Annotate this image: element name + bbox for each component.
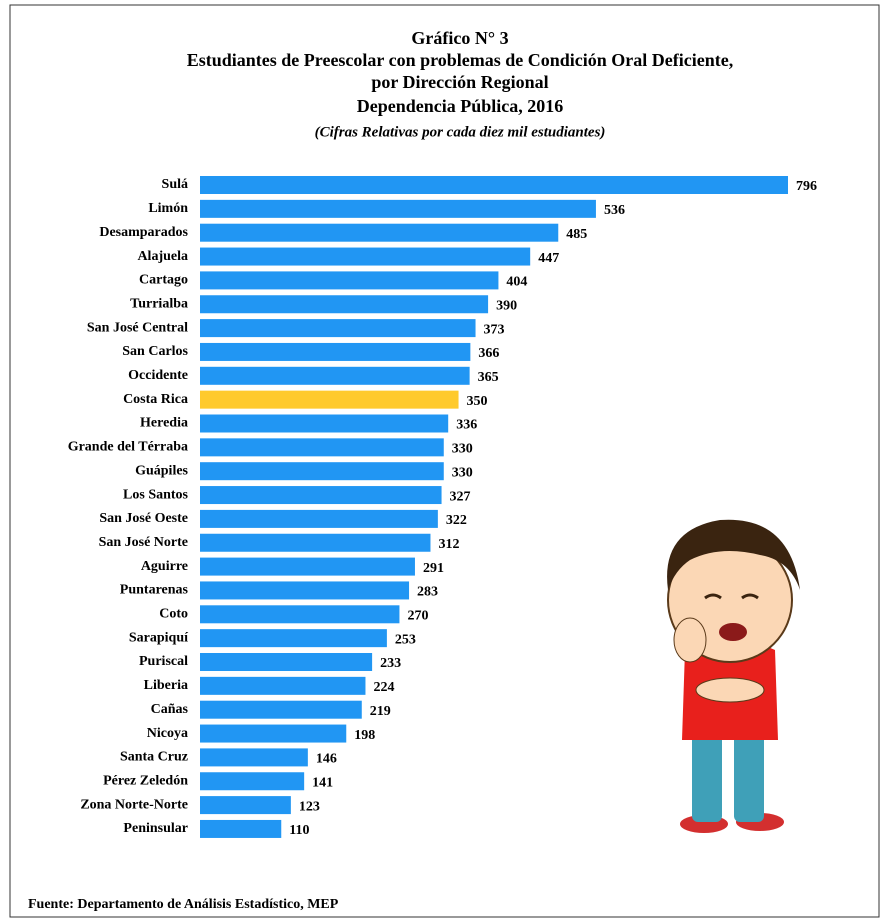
category-label: Guápiles bbox=[135, 463, 188, 478]
value-label: 253 bbox=[395, 632, 416, 647]
category-label: Grande del Térraba bbox=[68, 440, 188, 455]
value-label: 198 bbox=[354, 728, 375, 743]
value-label: 146 bbox=[316, 752, 337, 767]
bar bbox=[200, 819, 282, 838]
category-label: Peninsular bbox=[123, 821, 188, 836]
category-label: Sarapiquí bbox=[129, 630, 189, 645]
category-label: Sulá bbox=[162, 177, 188, 192]
value-label: 796 bbox=[796, 179, 817, 194]
category-label: Turrialba bbox=[130, 296, 188, 311]
value-label: 485 bbox=[566, 227, 587, 242]
value-label: 233 bbox=[380, 656, 401, 671]
category-label: Puntarenas bbox=[120, 583, 189, 598]
category-label: San José Oeste bbox=[99, 511, 188, 526]
value-label: 141 bbox=[312, 775, 333, 790]
value-label: 350 bbox=[467, 394, 488, 409]
bar bbox=[200, 390, 459, 409]
category-label: Desamparados bbox=[99, 225, 188, 240]
chart-title: Estudiantes de Preescolar con problemas … bbox=[187, 50, 733, 70]
value-label: 312 bbox=[438, 537, 459, 552]
chart-title: por Dirección Regional bbox=[371, 72, 548, 92]
category-label: Nicoya bbox=[147, 726, 188, 741]
value-label: 330 bbox=[452, 465, 473, 480]
category-label: Puriscal bbox=[139, 654, 188, 669]
value-label: 536 bbox=[604, 203, 625, 218]
value-label: 327 bbox=[450, 489, 471, 504]
category-label: Cartago bbox=[139, 273, 188, 288]
bar bbox=[200, 319, 476, 338]
bar bbox=[200, 748, 308, 767]
bar bbox=[200, 533, 431, 552]
value-label: 447 bbox=[538, 251, 559, 266]
bar bbox=[200, 724, 347, 743]
category-label: Alajuela bbox=[137, 249, 188, 264]
value-label: 283 bbox=[417, 585, 438, 600]
category-label: Pérez Zeledón bbox=[103, 773, 188, 788]
bar bbox=[200, 486, 442, 505]
value-label: 366 bbox=[478, 346, 499, 361]
value-label: 270 bbox=[407, 609, 428, 624]
bar bbox=[200, 247, 531, 266]
category-label: Los Santos bbox=[123, 487, 189, 502]
bar bbox=[200, 414, 449, 433]
category-label: Limón bbox=[148, 201, 188, 216]
value-label: 224 bbox=[373, 680, 394, 695]
bar bbox=[200, 176, 788, 194]
bar bbox=[200, 438, 444, 457]
bar bbox=[200, 676, 366, 695]
value-label: 123 bbox=[299, 799, 320, 814]
bar bbox=[200, 629, 387, 648]
chart-title: Dependencia Pública, 2016 bbox=[357, 96, 564, 116]
bar bbox=[200, 772, 305, 791]
bar bbox=[200, 462, 444, 481]
chart-title: Gráfico N° 3 bbox=[411, 28, 508, 48]
category-label: San José Central bbox=[87, 320, 188, 335]
chart-subtitle: (Cifras Relativas por cada diez mil estu… bbox=[315, 124, 606, 140]
value-label: 404 bbox=[506, 275, 527, 290]
bar bbox=[200, 223, 559, 242]
bar bbox=[200, 366, 470, 385]
value-label: 330 bbox=[452, 442, 473, 457]
value-label: 373 bbox=[484, 322, 505, 337]
value-label: 322 bbox=[446, 513, 467, 528]
frame bbox=[9, 4, 880, 918]
value-label: 336 bbox=[456, 418, 477, 433]
category-label: Heredia bbox=[140, 416, 188, 431]
category-label: Costa Rica bbox=[123, 392, 188, 407]
bar bbox=[200, 796, 291, 815]
source-note: Fuente: Departamento de Análisis Estadís… bbox=[28, 897, 339, 912]
category-label: Aguirre bbox=[141, 559, 188, 574]
bar bbox=[200, 295, 489, 314]
bar bbox=[200, 700, 362, 719]
category-label: Liberia bbox=[144, 678, 188, 693]
bar bbox=[200, 342, 471, 361]
category-label: Coto bbox=[159, 607, 188, 622]
value-label: 219 bbox=[370, 704, 391, 719]
bar bbox=[200, 199, 596, 218]
category-label: Cañas bbox=[151, 702, 189, 717]
bar bbox=[200, 557, 415, 576]
bar bbox=[200, 509, 438, 528]
value-label: 110 bbox=[289, 823, 309, 838]
category-label: San José Norte bbox=[99, 535, 188, 550]
bar bbox=[200, 605, 400, 624]
bar bbox=[200, 581, 410, 600]
category-label: Zona Norte-Norte bbox=[80, 797, 188, 812]
bar bbox=[200, 271, 499, 290]
value-label: 365 bbox=[478, 370, 499, 385]
boy-illustration bbox=[667, 519, 800, 833]
value-label: 291 bbox=[423, 561, 444, 576]
category-label: Santa Cruz bbox=[120, 750, 188, 765]
bar bbox=[200, 653, 373, 671]
category-label: Occidente bbox=[128, 368, 188, 383]
category-label: San Carlos bbox=[122, 344, 188, 359]
value-label: 390 bbox=[496, 298, 517, 313]
